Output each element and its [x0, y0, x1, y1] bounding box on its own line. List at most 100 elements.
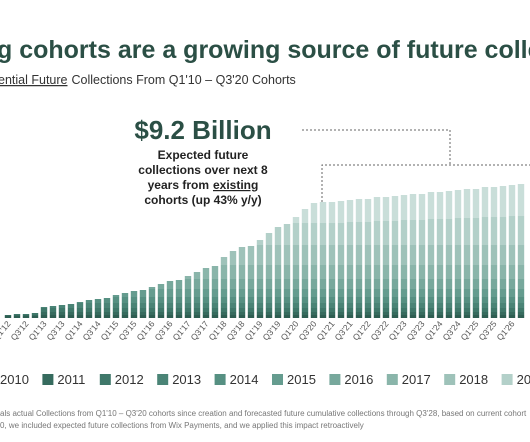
bar-segment [184, 308, 192, 312]
bar-segment [220, 279, 228, 289]
bar-segment [391, 279, 399, 289]
bar-segment [193, 308, 201, 312]
bar-segment [373, 297, 381, 303]
bar-segment [454, 218, 462, 245]
bar-segment [472, 245, 480, 265]
bar-segment [292, 297, 300, 303]
bar-segment [292, 245, 300, 265]
bar-segment [400, 195, 408, 220]
bar-segment [283, 245, 291, 265]
x-tick-label: Q1'25 [458, 319, 480, 343]
legend-label: 2013 [172, 372, 201, 387]
x-tick-label: Q3'23 [404, 319, 426, 343]
bar-segment [265, 297, 273, 303]
bar-segment [445, 303, 453, 308]
bar-segment [427, 279, 435, 289]
bar-segment [67, 312, 75, 315]
bar-segment [490, 303, 498, 308]
bar-segment [94, 299, 102, 303]
bar-segment [67, 308, 75, 312]
bar-segment [463, 189, 471, 218]
bar-segment [454, 308, 462, 312]
bar-segment [220, 297, 228, 303]
x-tick-label: Q3'13 [44, 319, 66, 343]
x-tick-label: Q3'12 [8, 319, 30, 343]
bar-segment [364, 245, 372, 265]
bar-segment [409, 194, 417, 220]
bar-segment [310, 289, 318, 297]
bar-segment [454, 289, 462, 297]
bar-segment [283, 303, 291, 308]
bar-segment [148, 289, 156, 297]
bar-segment [481, 315, 489, 318]
bar-segment [229, 251, 237, 265]
bar-segment [121, 303, 129, 308]
bar-segment [400, 289, 408, 297]
bar-segment [472, 315, 480, 318]
bar-segment [427, 315, 435, 318]
bar-segment [508, 303, 516, 308]
bar-segment [139, 303, 147, 308]
bar-segment [346, 222, 354, 245]
bar-segment [391, 303, 399, 308]
bar-segment [436, 279, 444, 289]
bar-segment [499, 186, 507, 217]
bar-segment [211, 308, 219, 312]
bar-segment [166, 312, 174, 315]
bar-segment [274, 245, 282, 265]
bar-segment [346, 303, 354, 308]
bar-segment [454, 245, 462, 265]
bar-segment [328, 223, 336, 245]
bar-segment [409, 220, 417, 245]
bar-segment [247, 246, 255, 265]
bar-segment [508, 308, 516, 312]
bar-segment [490, 297, 498, 303]
bar-segment [409, 297, 417, 303]
bar-segment [319, 202, 327, 223]
bar-segment [301, 265, 309, 279]
bar-segment [454, 303, 462, 308]
bar-segment [517, 303, 525, 308]
bar-segment [301, 297, 309, 303]
legend-swatch [42, 374, 54, 385]
x-tick-label: Q3'14 [80, 319, 102, 343]
bar-segment [454, 279, 462, 289]
bar-segment [247, 279, 255, 289]
bar-segment [139, 308, 147, 312]
legend-swatch [386, 374, 398, 385]
bar-segment [517, 312, 525, 315]
bar-segment [184, 279, 192, 289]
bar-segment [202, 297, 210, 303]
bar-segment [22, 315, 30, 316]
bar-segment [121, 312, 129, 315]
bar-segment [283, 312, 291, 315]
bar-segment [310, 303, 318, 308]
legend-swatch [99, 374, 111, 385]
bar-segment [139, 297, 147, 303]
bar-segment [436, 192, 444, 219]
bar-segment [382, 312, 390, 315]
bar-segment [319, 315, 327, 318]
bar-segment [427, 297, 435, 303]
bar-segment [337, 265, 345, 279]
bar-segment [418, 303, 426, 308]
x-tick-label: Q1'19 [242, 319, 264, 343]
bar-segment [319, 245, 327, 265]
bar-segment [175, 308, 183, 312]
bar-segment [436, 289, 444, 297]
bar-segment [436, 265, 444, 279]
bar-segment [256, 303, 264, 308]
bar-segment [490, 279, 498, 289]
bar-segment [166, 281, 174, 289]
forecast-bracket [321, 164, 530, 318]
legend-swatch [329, 374, 341, 385]
bar-segment [373, 315, 381, 318]
bar-segment [319, 303, 327, 308]
bar-segment [418, 245, 426, 265]
bar-segment [202, 279, 210, 289]
bar-segment [337, 308, 345, 312]
bar-segment [499, 265, 507, 279]
legend-swatch [272, 374, 283, 385]
bar-segment [211, 279, 219, 289]
bar-segment [463, 315, 471, 318]
